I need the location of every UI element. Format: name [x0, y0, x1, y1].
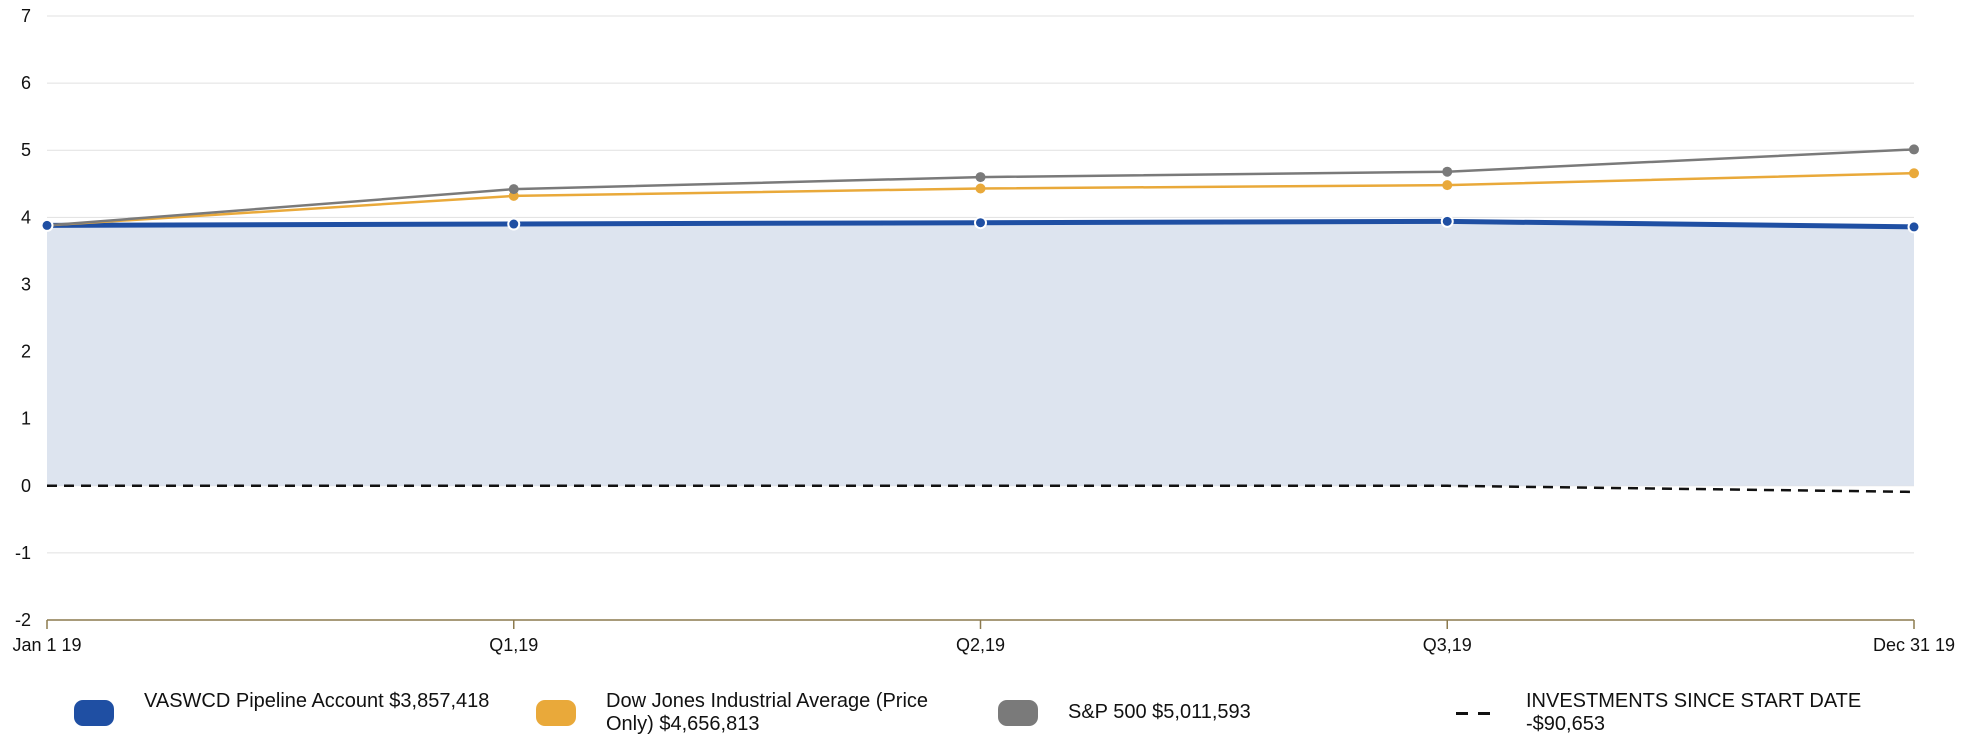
y-tick-label: 6 [21, 73, 31, 93]
legend-swatch-dow-jones [536, 700, 576, 726]
y-tick-label: 5 [21, 140, 31, 160]
data-point-series-1 [1909, 168, 1919, 179]
x-tick-label: Q3,19 [1423, 635, 1472, 655]
axes-layer: 7 6 5 4 3 2 1 0 -1 -2 Jan 1 19 Q1,19 Q2,19 Q3,19 Dec 3… [12, 6, 1955, 655]
legend-item-sp500[interactable]: S&P 500 $5,011,593 [998, 690, 1428, 726]
legend-swatch-vaswcd [74, 700, 114, 726]
area-fill-layer [47, 221, 1914, 486]
x-tick-label: Jan 1 19 [12, 635, 81, 655]
legend-item-vaswcd[interactable]: VASWCD Pipeline Account $3,857,418 [74, 690, 504, 726]
y-tick-label: -1 [15, 543, 31, 563]
legend-item-dow-jones[interactable]: Dow Jones Industrial Average (Price Only… [536, 690, 966, 736]
series-line-3 [47, 484, 1915, 494]
legend-label-sp500: S&P 500 $5,011,593 [1068, 701, 1251, 723]
x-tick-label: Q2,19 [956, 635, 1005, 655]
y-tick-label: 0 [21, 476, 31, 496]
x-tick-label: Q1,19 [489, 635, 538, 655]
data-point-series-0 [507, 217, 521, 231]
data-point-series-2 [508, 184, 519, 195]
y-tick-label: 7 [21, 6, 31, 26]
y-tick-label: 1 [21, 409, 31, 429]
data-point-series-2 [1909, 144, 1919, 155]
area-fill-series-0 [47, 221, 1914, 486]
data-point-series-1 [975, 183, 986, 194]
data-point-series-0 [1440, 214, 1454, 228]
line-chart: 7 6 5 4 3 2 1 0 -1 -2 Jan 1 19 Q1,19 Q2,19 Q3,19 Dec 3… [12, 6, 1955, 655]
data-point-series-0 [1907, 220, 1921, 234]
legend-label-investments: INVESTMENTS SINCE START DATE -$90,653 [1526, 690, 1862, 735]
legend-swatch-investments [1456, 700, 1496, 726]
data-points-layer [40, 144, 1921, 234]
y-tick-label: 3 [21, 274, 31, 294]
legend-label-dow-jones: Dow Jones Industrial Average (Price Only… [606, 690, 929, 735]
data-point-series-2 [1442, 166, 1453, 177]
legend-label-vaswcd: VASWCD Pipeline Account $3,857,418 [144, 690, 490, 712]
data-point-series-1 [1442, 180, 1453, 191]
data-point-series-0 [40, 218, 54, 232]
data-point-series-2 [975, 172, 986, 183]
chart-legend: VASWCD Pipeline Account $3,857,418 Dow J… [0, 690, 1976, 741]
legend-swatch-sp500 [998, 700, 1038, 726]
data-point-series-0 [974, 216, 987, 230]
y-tick-label: -2 [15, 610, 31, 630]
x-tick-label: Dec 31 19 [1873, 635, 1955, 655]
y-tick-label: 4 [21, 207, 31, 227]
y-tick-label: 2 [21, 342, 31, 362]
legend-item-investments[interactable]: INVESTMENTS SINCE START DATE -$90,653 [1456, 690, 1886, 736]
